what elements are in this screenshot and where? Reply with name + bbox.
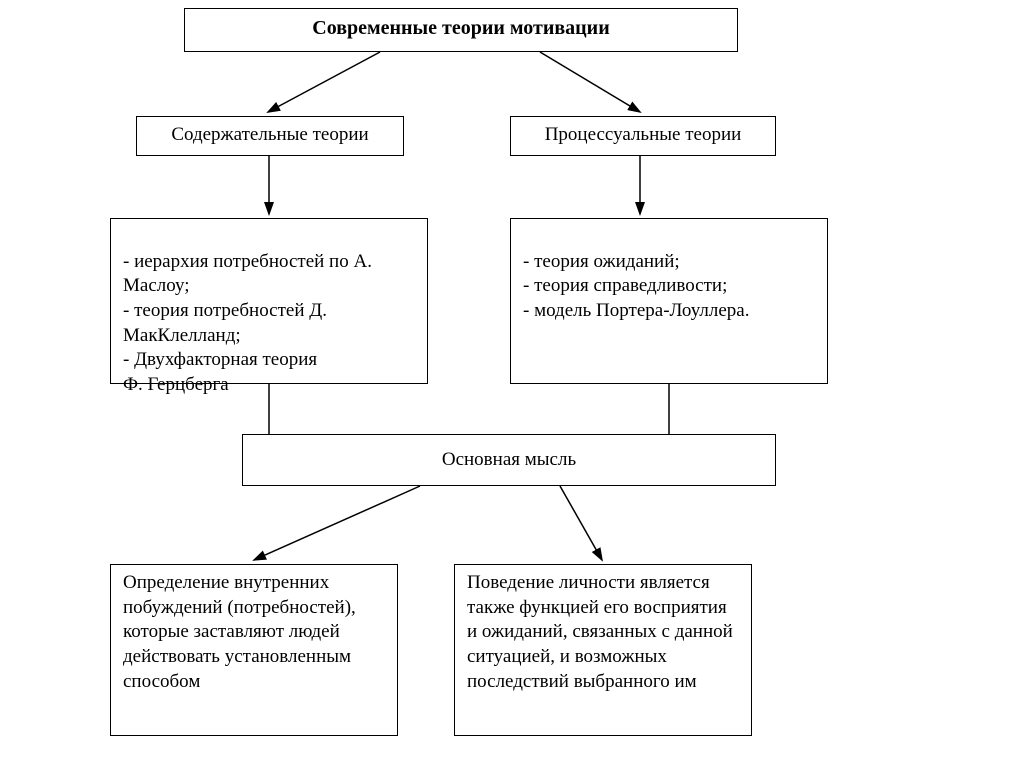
node-bottom-right-label: Поведение личности является также функци… <box>467 572 733 692</box>
node-right-category: Процессуальные теории <box>510 116 776 156</box>
node-left-category-label: Содержательные теории <box>171 124 368 145</box>
node-left-list-label: - иерархия потребностей по А. Маслоу; - … <box>123 251 372 395</box>
node-right-list: - теория ожиданий; - теория справедливос… <box>510 218 828 384</box>
node-bottom-right: Поведение личности является также функци… <box>454 564 752 736</box>
node-right-category-label: Процессуальные теории <box>545 124 742 145</box>
node-bottom-left-label: Определение внутренних побуждений (потре… <box>123 572 356 692</box>
node-middle-label: Основная мысль <box>442 448 576 473</box>
node-left-category: Содержательные теории <box>136 116 404 156</box>
node-left-list: - иерархия потребностей по А. Маслоу; - … <box>110 218 428 384</box>
node-middle: Основная мысль <box>242 434 776 486</box>
node-root: Современные теории мотивации <box>184 8 738 52</box>
diagram-canvas: Современные теории мотивации Содержатель… <box>0 0 1024 767</box>
node-root-label: Современные теории мотивации <box>312 17 609 39</box>
node-bottom-left: Определение внутренних побуждений (потре… <box>110 564 398 736</box>
node-right-list-label: - теория ожиданий; - теория справедливос… <box>523 251 749 321</box>
